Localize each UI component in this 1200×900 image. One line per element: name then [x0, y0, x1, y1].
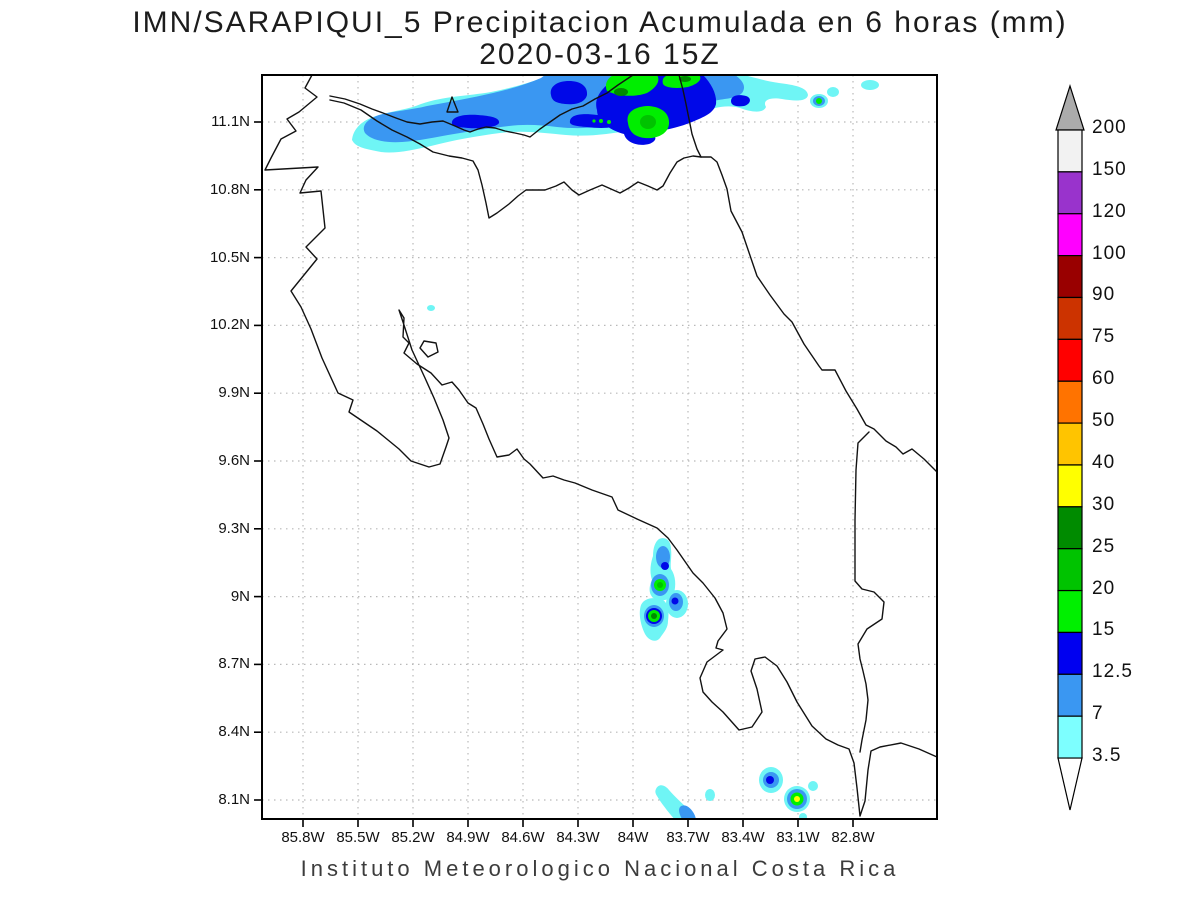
precip-core-navy-4 [731, 95, 750, 107]
precip-dot-cyan [827, 87, 839, 97]
x-tick-label: 84W [617, 829, 649, 846]
colorbar-segment [1057, 129, 1083, 173]
precip-b1-blue [679, 805, 696, 819]
y-tick-label: 8.4N [218, 723, 250, 741]
colorbar-label: 20 [1092, 577, 1116, 599]
precip-green25-fleck-2 [679, 76, 691, 82]
precip-lime-dot [599, 119, 603, 123]
y-tick-label: 9N [230, 587, 250, 605]
colorbar-under-arrow [1057, 757, 1083, 811]
colorbar-label: 50 [1092, 410, 1116, 432]
precip-b4-yellow-center [794, 796, 800, 802]
y-tick-label: 9.9N [218, 384, 250, 402]
y-tick-label: 10.2N [209, 316, 250, 334]
precipitation-shading [352, 75, 879, 819]
precip-b3-navy [766, 776, 774, 784]
small-triangle-feature [446, 96, 459, 113]
x-tick-label: 84.3W [556, 829, 600, 846]
precip-green25-fleck-1 [614, 88, 628, 96]
axis-ticks [254, 121, 854, 827]
border-nicaragua-river [329, 75, 634, 138]
colorbar-label: 100 [1092, 242, 1127, 264]
y-tick-label: 8.7N [218, 655, 250, 673]
y-tick-label: 9.6N [218, 452, 250, 469]
precip-s2-navy [671, 597, 679, 605]
colorbar-label: 150 [1092, 158, 1127, 180]
colorbar-segment [1057, 255, 1083, 299]
precip-s3-green25-center [651, 613, 657, 619]
attribution-text: Instituto Meteorologico Nacional Costa R… [300, 856, 900, 881]
colorbar-label: 90 [1092, 284, 1116, 306]
chira-island-outline [419, 340, 439, 358]
x-tick-label: 84.9W [446, 829, 490, 846]
y-tick-label: 10.5N [209, 248, 250, 266]
x-tick-label: 85.5W [336, 829, 380, 846]
colorbar-segment [1057, 380, 1083, 424]
colorbar-over-arrow [1055, 84, 1085, 131]
colorbar-label: 7 [1092, 703, 1104, 725]
precip-lime-dot [607, 120, 611, 124]
colorbar-label: 40 [1092, 451, 1116, 473]
precip-cell-lime [816, 98, 822, 104]
colorbar [1055, 84, 1085, 811]
colorbar-segment [1057, 338, 1083, 382]
precip-lime-dot [592, 119, 596, 123]
precip-green20-center [640, 115, 656, 129]
colorbar-label: 15 [1092, 619, 1116, 641]
precip-core-navy-1 [451, 114, 500, 129]
precip-s1-green-center [657, 582, 663, 588]
border-panama [854, 431, 885, 753]
x-tick-label: 83.1W [776, 829, 820, 846]
x-tick-label: 84.6W [501, 829, 545, 846]
colorbar-segment [1057, 631, 1083, 675]
precip-b6-cyan [799, 813, 807, 819]
x-tick-label: 82.8W [831, 829, 875, 846]
precip-b5-cyan [808, 781, 818, 791]
x-tick-label: 85.8W [281, 829, 325, 846]
colorbar-label: 200 [1092, 117, 1127, 138]
colorbar-label: 12.5 [1092, 661, 1133, 683]
colorbar-label: 3.5 [1092, 745, 1122, 767]
precip-green-patch-2 [662, 75, 701, 88]
map-outlines [264, 75, 937, 817]
colorbar-segment [1057, 548, 1083, 592]
colorbar-segment [1057, 296, 1083, 340]
map-frame [261, 74, 938, 820]
colorbar-segment [1057, 589, 1083, 634]
colorbar-label: 75 [1092, 326, 1116, 348]
border-nicaragua-south [329, 99, 702, 219]
precip-dot-cyan [427, 305, 435, 311]
colorbar-segment [1057, 673, 1083, 717]
precip-core-navy-2 [550, 81, 588, 105]
coastline-pacific [264, 75, 937, 817]
y-tick-label: 11.1N [211, 113, 250, 130]
colorbar-label: 60 [1092, 368, 1116, 390]
plot-subtitle: 2020-03-16 15Z [479, 38, 721, 71]
colorbar-segment [1057, 422, 1083, 466]
x-tick-label: 83.4W [721, 829, 765, 846]
colorbar-label: 120 [1092, 200, 1127, 222]
colorbar-segment [1057, 715, 1083, 759]
colorbar-segment [1057, 506, 1083, 550]
precip-s1-navy [661, 562, 669, 570]
precip-dot-cyan [861, 80, 879, 90]
x-tick-label: 83.7W [666, 829, 710, 846]
plot-title: IMN/SARAPIQUI_5 Precipitacion Acumulada … [132, 6, 1068, 39]
colorbar-segment [1057, 213, 1083, 257]
x-tick-label: 85.2W [391, 829, 435, 846]
colorbar-label: 25 [1092, 535, 1116, 557]
colorbar-label: 30 [1092, 493, 1116, 515]
y-tick-label: 8.1N [218, 791, 250, 808]
coastline-caribbean [678, 75, 937, 473]
y-tick-label: 10.8N [209, 180, 250, 198]
colorbar-segment [1057, 171, 1083, 215]
y-tick-label: 9.3N [218, 519, 250, 537]
precip-b2-cyan [705, 789, 715, 801]
colorbar-segment [1057, 464, 1083, 508]
